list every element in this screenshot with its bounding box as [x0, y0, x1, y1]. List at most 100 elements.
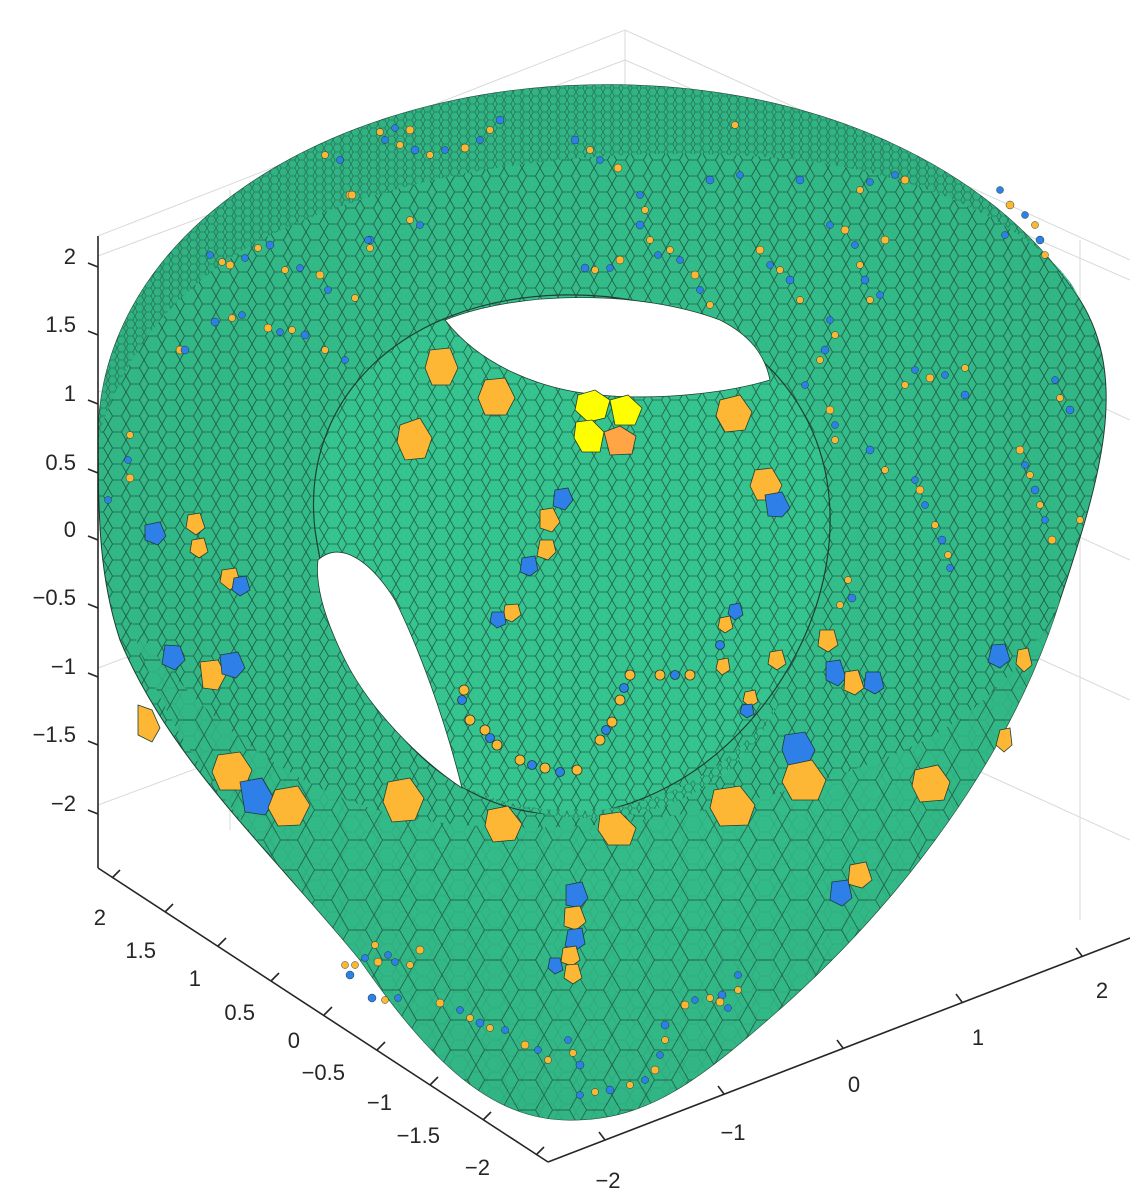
defect-cell	[656, 1051, 664, 1059]
defect-cell	[676, 256, 684, 264]
defect-cell	[394, 994, 402, 1002]
defect-cell	[1031, 221, 1039, 229]
x-tick-label: −1	[720, 1120, 745, 1145]
defect-cell	[734, 986, 742, 994]
defect-cell	[911, 476, 919, 484]
defect-cell	[476, 136, 484, 144]
defect-cell	[460, 143, 470, 153]
defect-cell	[666, 246, 674, 254]
defect-cell	[946, 564, 954, 572]
y-tick-label: −1.5	[397, 1123, 440, 1148]
defect-cell	[960, 390, 970, 400]
x-tick-label: 0	[848, 1072, 860, 1097]
inner-tube	[313, 294, 831, 816]
defect-cell	[766, 261, 774, 269]
defect-cell	[254, 244, 262, 252]
defect-cell	[865, 445, 875, 455]
z-tick-label: −1.5	[33, 722, 76, 747]
defect-cell	[705, 175, 715, 185]
defect-cell	[826, 221, 834, 229]
y-tick-label: −0.5	[302, 1060, 345, 1085]
defect-cell	[361, 954, 369, 962]
defect-cell	[410, 145, 420, 155]
defect-cell	[241, 254, 249, 262]
defect-cell	[937, 535, 947, 545]
y-tick-label: 1	[189, 966, 201, 991]
defect-cell	[796, 296, 804, 304]
defect-cell	[300, 330, 310, 340]
defect-cell	[351, 961, 359, 969]
defect-cell	[501, 1026, 509, 1034]
defect-cell	[376, 128, 384, 136]
rim-defects	[104, 115, 1084, 1099]
defect-cell	[690, 270, 700, 280]
defect-cell	[921, 501, 929, 509]
defect-cell	[836, 601, 844, 609]
defect-cell	[866, 296, 874, 304]
defect-cell	[315, 270, 325, 280]
defect-cell	[605, 1085, 615, 1095]
defect-cell	[391, 124, 399, 132]
defect-cell	[475, 1018, 485, 1028]
defect-cell	[321, 151, 329, 159]
defect-cell	[776, 266, 784, 274]
x-axis-ticks: 2 1 0 −1 −2	[595, 947, 1108, 1193]
defect-cell	[218, 258, 226, 266]
defect-cell	[706, 994, 714, 1002]
defect-cell	[591, 266, 599, 274]
defect-cell	[228, 314, 236, 322]
defect-cell	[381, 996, 389, 1004]
defect-cell	[717, 990, 727, 1000]
defect-cell	[570, 135, 580, 145]
defect-cell	[1030, 485, 1040, 495]
defect-cell	[876, 291, 884, 299]
y-tick-label: 1.5	[125, 938, 156, 963]
hole-left	[317, 551, 463, 789]
defect-cell	[596, 156, 604, 164]
defect-cell	[406, 216, 414, 224]
defect-cell	[575, 1060, 585, 1070]
defect-cell	[785, 275, 795, 285]
y-axis-line	[97, 867, 549, 1163]
defect-cell	[381, 136, 389, 144]
defect-cell	[288, 326, 296, 334]
defect-cell	[263, 323, 273, 333]
defect-cells	[137, 347, 1033, 985]
defect-cell	[569, 1049, 577, 1057]
defect-cell	[660, 1020, 670, 1030]
defect-cell	[415, 945, 425, 955]
defect-cell	[795, 175, 805, 185]
defect-cell	[844, 576, 852, 584]
voronoi-surface	[97, 84, 1107, 1121]
z-tick-label: 1.5	[45, 312, 76, 337]
defect-cell	[396, 141, 404, 149]
defect-cell	[321, 346, 329, 354]
defect-cell	[646, 236, 654, 244]
highlight-cell	[603, 425, 637, 456]
defect-cell	[941, 371, 949, 379]
z-tick-label: −2	[51, 791, 76, 816]
defect-cell	[405, 125, 415, 135]
defect-cell	[650, 1065, 660, 1075]
y-tick-label: −1	[367, 1090, 392, 1115]
defect-cell	[347, 190, 357, 200]
defect-cell	[706, 301, 714, 309]
defect-cell	[891, 171, 899, 179]
y-tick-label: 2	[94, 905, 106, 930]
y-axis-ticks: 2 1.5 1 0.5 0 −0.5 −1 −1.5 −2	[94, 869, 545, 1180]
z-tick-label: 1	[64, 381, 76, 406]
defect-cell	[755, 245, 765, 255]
defect-cell	[1051, 376, 1059, 384]
defect-cell	[831, 421, 839, 429]
defect-cell	[856, 261, 864, 269]
defect-cell	[680, 1000, 690, 1010]
defect-cell	[544, 1056, 552, 1064]
defect-cell	[520, 1040, 530, 1050]
defect-cell	[635, 220, 645, 230]
defect-cell	[1035, 235, 1045, 245]
defect-cell	[816, 356, 824, 364]
defect-cell	[825, 405, 835, 415]
defect-cell	[384, 951, 392, 959]
defect-cell	[364, 236, 372, 244]
defect-cell	[820, 345, 830, 355]
